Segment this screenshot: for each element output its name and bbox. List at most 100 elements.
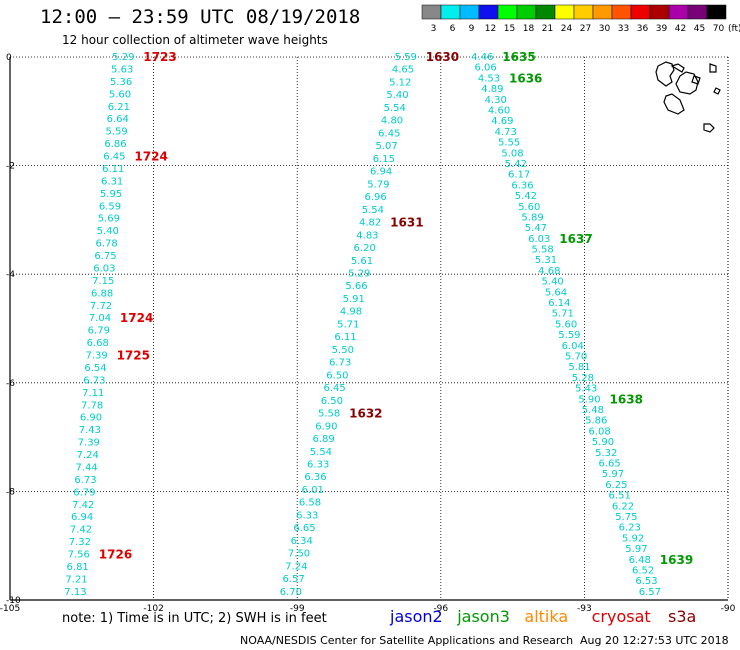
legend-cryosat: cryosat	[591, 607, 651, 626]
pass-time-label: 1724	[134, 150, 167, 164]
wave-height-value: 5.79	[367, 179, 389, 190]
wave-height-value: 6.23	[619, 523, 641, 534]
wave-height-value: 5.60	[109, 89, 131, 100]
wave-height-value: 6.36	[304, 472, 326, 483]
colorbar-swatch	[687, 4, 708, 20]
wave-height-value: 6.08	[588, 426, 610, 437]
pass-time-label: 1725	[117, 349, 150, 363]
wave-height-value: 6.70	[280, 587, 302, 598]
colorbar-label: 18	[523, 24, 535, 34]
wave-height-value: 6.04	[562, 341, 584, 352]
pass-time-label: 1636	[509, 71, 542, 85]
wave-height-value: 6.11	[102, 164, 124, 175]
wave-height-value: 6.51	[609, 491, 631, 502]
wave-height-value: 7.39	[78, 438, 100, 449]
wave-height-value: 5.58	[531, 245, 553, 256]
wave-height-value: 6.59	[99, 201, 121, 212]
colorbar-label: 21	[542, 24, 553, 34]
footer-credit: NOAA/NESDIS Center for Satellite Applica…	[240, 634, 574, 647]
wave-height-value: 6.73	[74, 475, 96, 486]
wave-height-value: 5.63	[111, 64, 133, 75]
legend-jason3: jason3	[457, 607, 510, 626]
wave-height-value: 5.92	[622, 533, 644, 544]
colorbar-swatch	[573, 4, 594, 20]
wave-height-value: 6.81	[67, 562, 89, 573]
wave-height-value: 6.89	[313, 434, 335, 445]
wave-height-value: 5.60	[518, 202, 540, 213]
wave-height-value: 6.90	[315, 421, 337, 432]
wave-height-value: 6.94	[71, 512, 93, 523]
wave-height-value: 6.57	[639, 587, 661, 598]
wave-height-value: 6.54	[84, 363, 106, 374]
wave-height-value: 6.45	[103, 152, 125, 163]
colorbar-unit: (ft)	[728, 24, 740, 34]
colorbar-label: 12	[485, 24, 496, 34]
wave-height-value: 5.55	[498, 138, 520, 149]
footer-timestamp: Aug 20 12:27:53 UTC 2018	[580, 634, 729, 647]
wave-height-value: 5.42	[505, 159, 527, 170]
wave-height-value: 6.36	[511, 180, 533, 191]
wave-height-value: 7.42	[72, 500, 94, 511]
wave-height-value: 6.15	[373, 154, 395, 165]
wave-height-value: 6.21	[108, 102, 130, 113]
pass-time-label: 1635	[502, 50, 535, 64]
legend-s3a: s3a	[668, 607, 697, 626]
colorbar-label: 27	[580, 24, 591, 34]
wave-height-value: 5.29	[112, 52, 134, 63]
wave-height-value: 4.89	[481, 84, 503, 95]
wave-height-value: 6.33	[307, 460, 329, 471]
wave-height-value: 7.50	[288, 549, 310, 560]
colorbar-swatch	[440, 4, 461, 20]
wave-height-value: 4.73	[495, 127, 517, 138]
wave-height-value: 6.06	[475, 63, 497, 74]
wave-height-value: 5.36	[110, 77, 132, 88]
wave-height-value: 6.58	[299, 498, 321, 509]
wave-height-value: 4.82	[359, 218, 381, 229]
wave-height-value: 5.81	[568, 362, 590, 373]
wave-height-value: 6.88	[91, 288, 113, 299]
wave-height-value: 7.15	[92, 276, 114, 287]
wave-height-value: 5.95	[100, 189, 122, 200]
wave-height-value: 5.40	[386, 90, 408, 101]
wave-height-value: 5.59	[105, 127, 127, 138]
colorbar-label: 3	[431, 24, 437, 34]
galapagos-isle-small	[703, 63, 721, 133]
wave-height-value: 6.14	[548, 298, 570, 309]
wave-height-value: 5.42	[515, 191, 537, 202]
wave-height-value: 4.69	[491, 116, 513, 127]
y-tick-label: -10	[6, 596, 21, 606]
wave-height-value: 5.70	[565, 352, 587, 363]
wave-height-value: 6.34	[291, 536, 313, 547]
wave-height-value: 5.47	[525, 223, 547, 234]
wave-height-value: 5.60	[555, 319, 577, 330]
wave-height-value: 7.44	[75, 462, 97, 473]
wave-height-value: 5.40	[97, 226, 119, 237]
wave-height-value: 7.21	[65, 574, 87, 585]
wave-height-value: 6.65	[598, 458, 620, 469]
wave-height-value: 4.46	[471, 52, 493, 63]
wave-height-value: 6.75	[94, 251, 116, 262]
wave-height-value: 5.58	[318, 409, 340, 420]
wave-height-value: 4.65	[392, 65, 414, 76]
colorbar-swatch	[706, 4, 727, 20]
wave-height-value: 7.42	[70, 525, 92, 536]
wave-height-value: 5.29	[348, 268, 370, 279]
wave-height-value: 6.96	[364, 192, 386, 203]
wave-height-value: 6.50	[321, 396, 343, 407]
y-tick-label: -6	[6, 379, 15, 389]
wave-height-value: 7.32	[69, 537, 91, 548]
chart-title: 12:00 – 23:59 UTC 08/19/2018	[40, 6, 361, 28]
wave-height-value: 6.79	[88, 326, 110, 337]
pass-time-label: 1631	[390, 216, 423, 230]
wave-height-value: 5.43	[575, 384, 597, 395]
pass-time-label: 1723	[143, 50, 176, 64]
colorbar-swatch	[497, 4, 518, 20]
x-tick-label: -96	[433, 604, 448, 614]
legend-altika: altika	[524, 607, 569, 626]
y-tick-label: 0	[6, 53, 12, 63]
wave-height-value: 5.31	[535, 255, 557, 266]
colorbar-swatch	[459, 4, 480, 20]
y-tick-label: -8	[6, 487, 15, 497]
